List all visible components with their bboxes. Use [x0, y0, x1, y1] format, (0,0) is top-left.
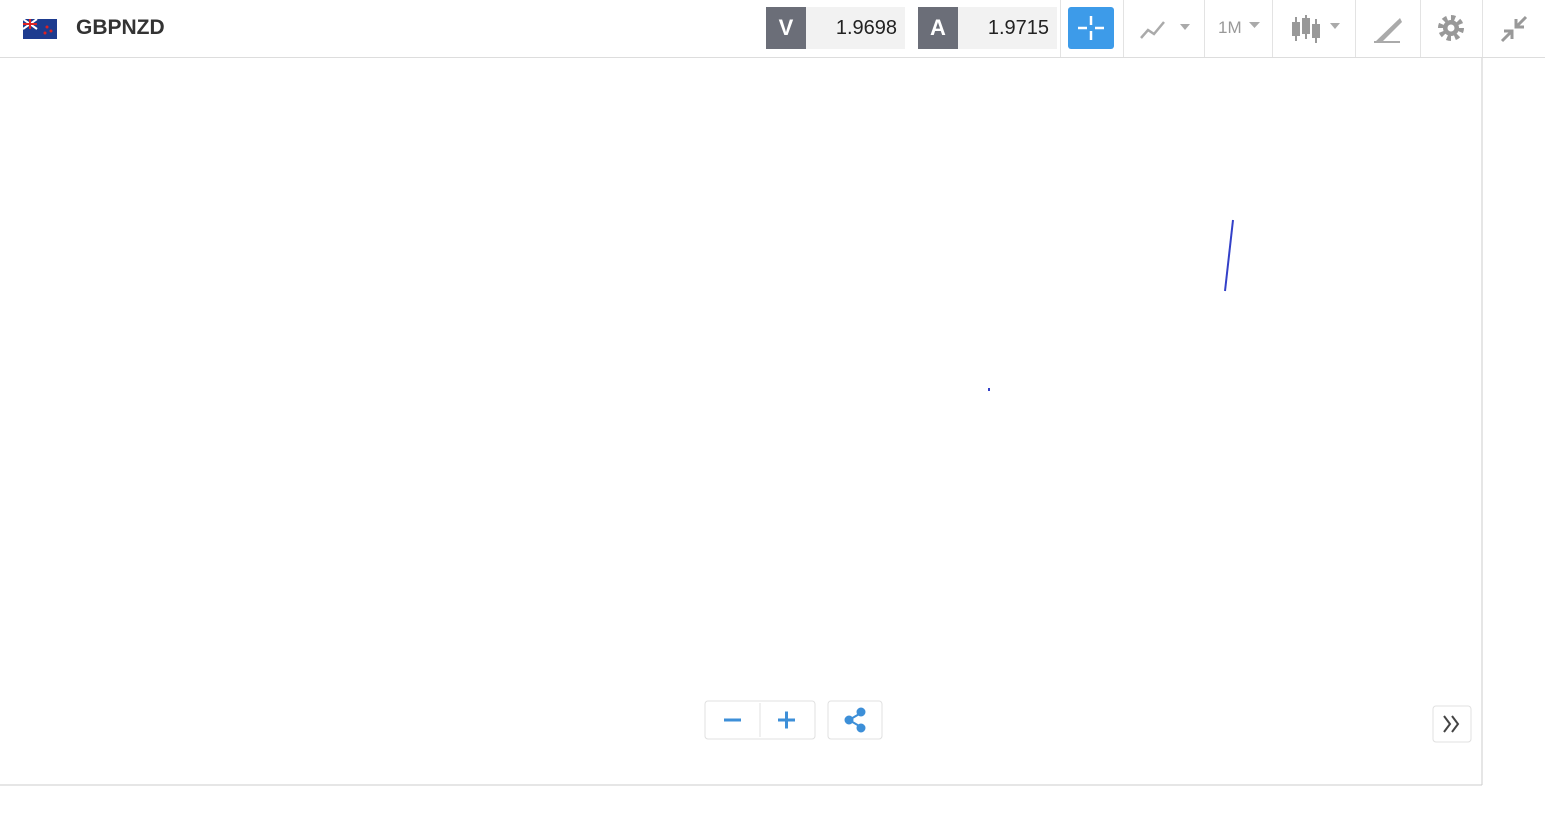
draw-button[interactable]	[1372, 14, 1404, 44]
scroll-right[interactable]	[1443, 715, 1460, 733]
zoom-in[interactable]	[778, 711, 795, 729]
sell-label[interactable]: V	[766, 7, 806, 49]
crosshair-button[interactable]	[1068, 7, 1114, 49]
timeframe[interactable]: 1M	[1218, 18, 1242, 37]
buy-label[interactable]: A	[918, 7, 958, 49]
share-box	[827, 700, 883, 740]
zoom-controls	[704, 700, 1472, 743]
flag-icon	[23, 19, 57, 39]
buy-price[interactable]: 1.9715	[958, 7, 1057, 49]
collapse-button[interactable]	[1498, 13, 1530, 45]
scroll-box	[1432, 705, 1472, 743]
chart-type-button[interactable]	[1138, 16, 1194, 42]
candles-button[interactable]	[1290, 13, 1346, 45]
timeframe-arrow[interactable]	[1248, 20, 1262, 30]
symbol: GBPNZD	[76, 16, 165, 39]
separator	[1123, 0, 1124, 57]
separator	[1060, 0, 1061, 57]
separator	[1272, 0, 1273, 57]
separator	[1482, 0, 1483, 57]
separator	[1355, 0, 1356, 57]
separator	[1420, 0, 1421, 57]
trend-line	[1224, 219, 1234, 292]
drawing-dot	[988, 388, 990, 391]
settings-button[interactable]	[1436, 13, 1466, 43]
separator	[1204, 0, 1205, 57]
share-button[interactable]	[844, 707, 866, 733]
sell-price[interactable]: 1.9698	[806, 7, 905, 49]
toolbar: GBPNZD V 1.9698 A 1.9715 1M	[0, 0, 1545, 58]
